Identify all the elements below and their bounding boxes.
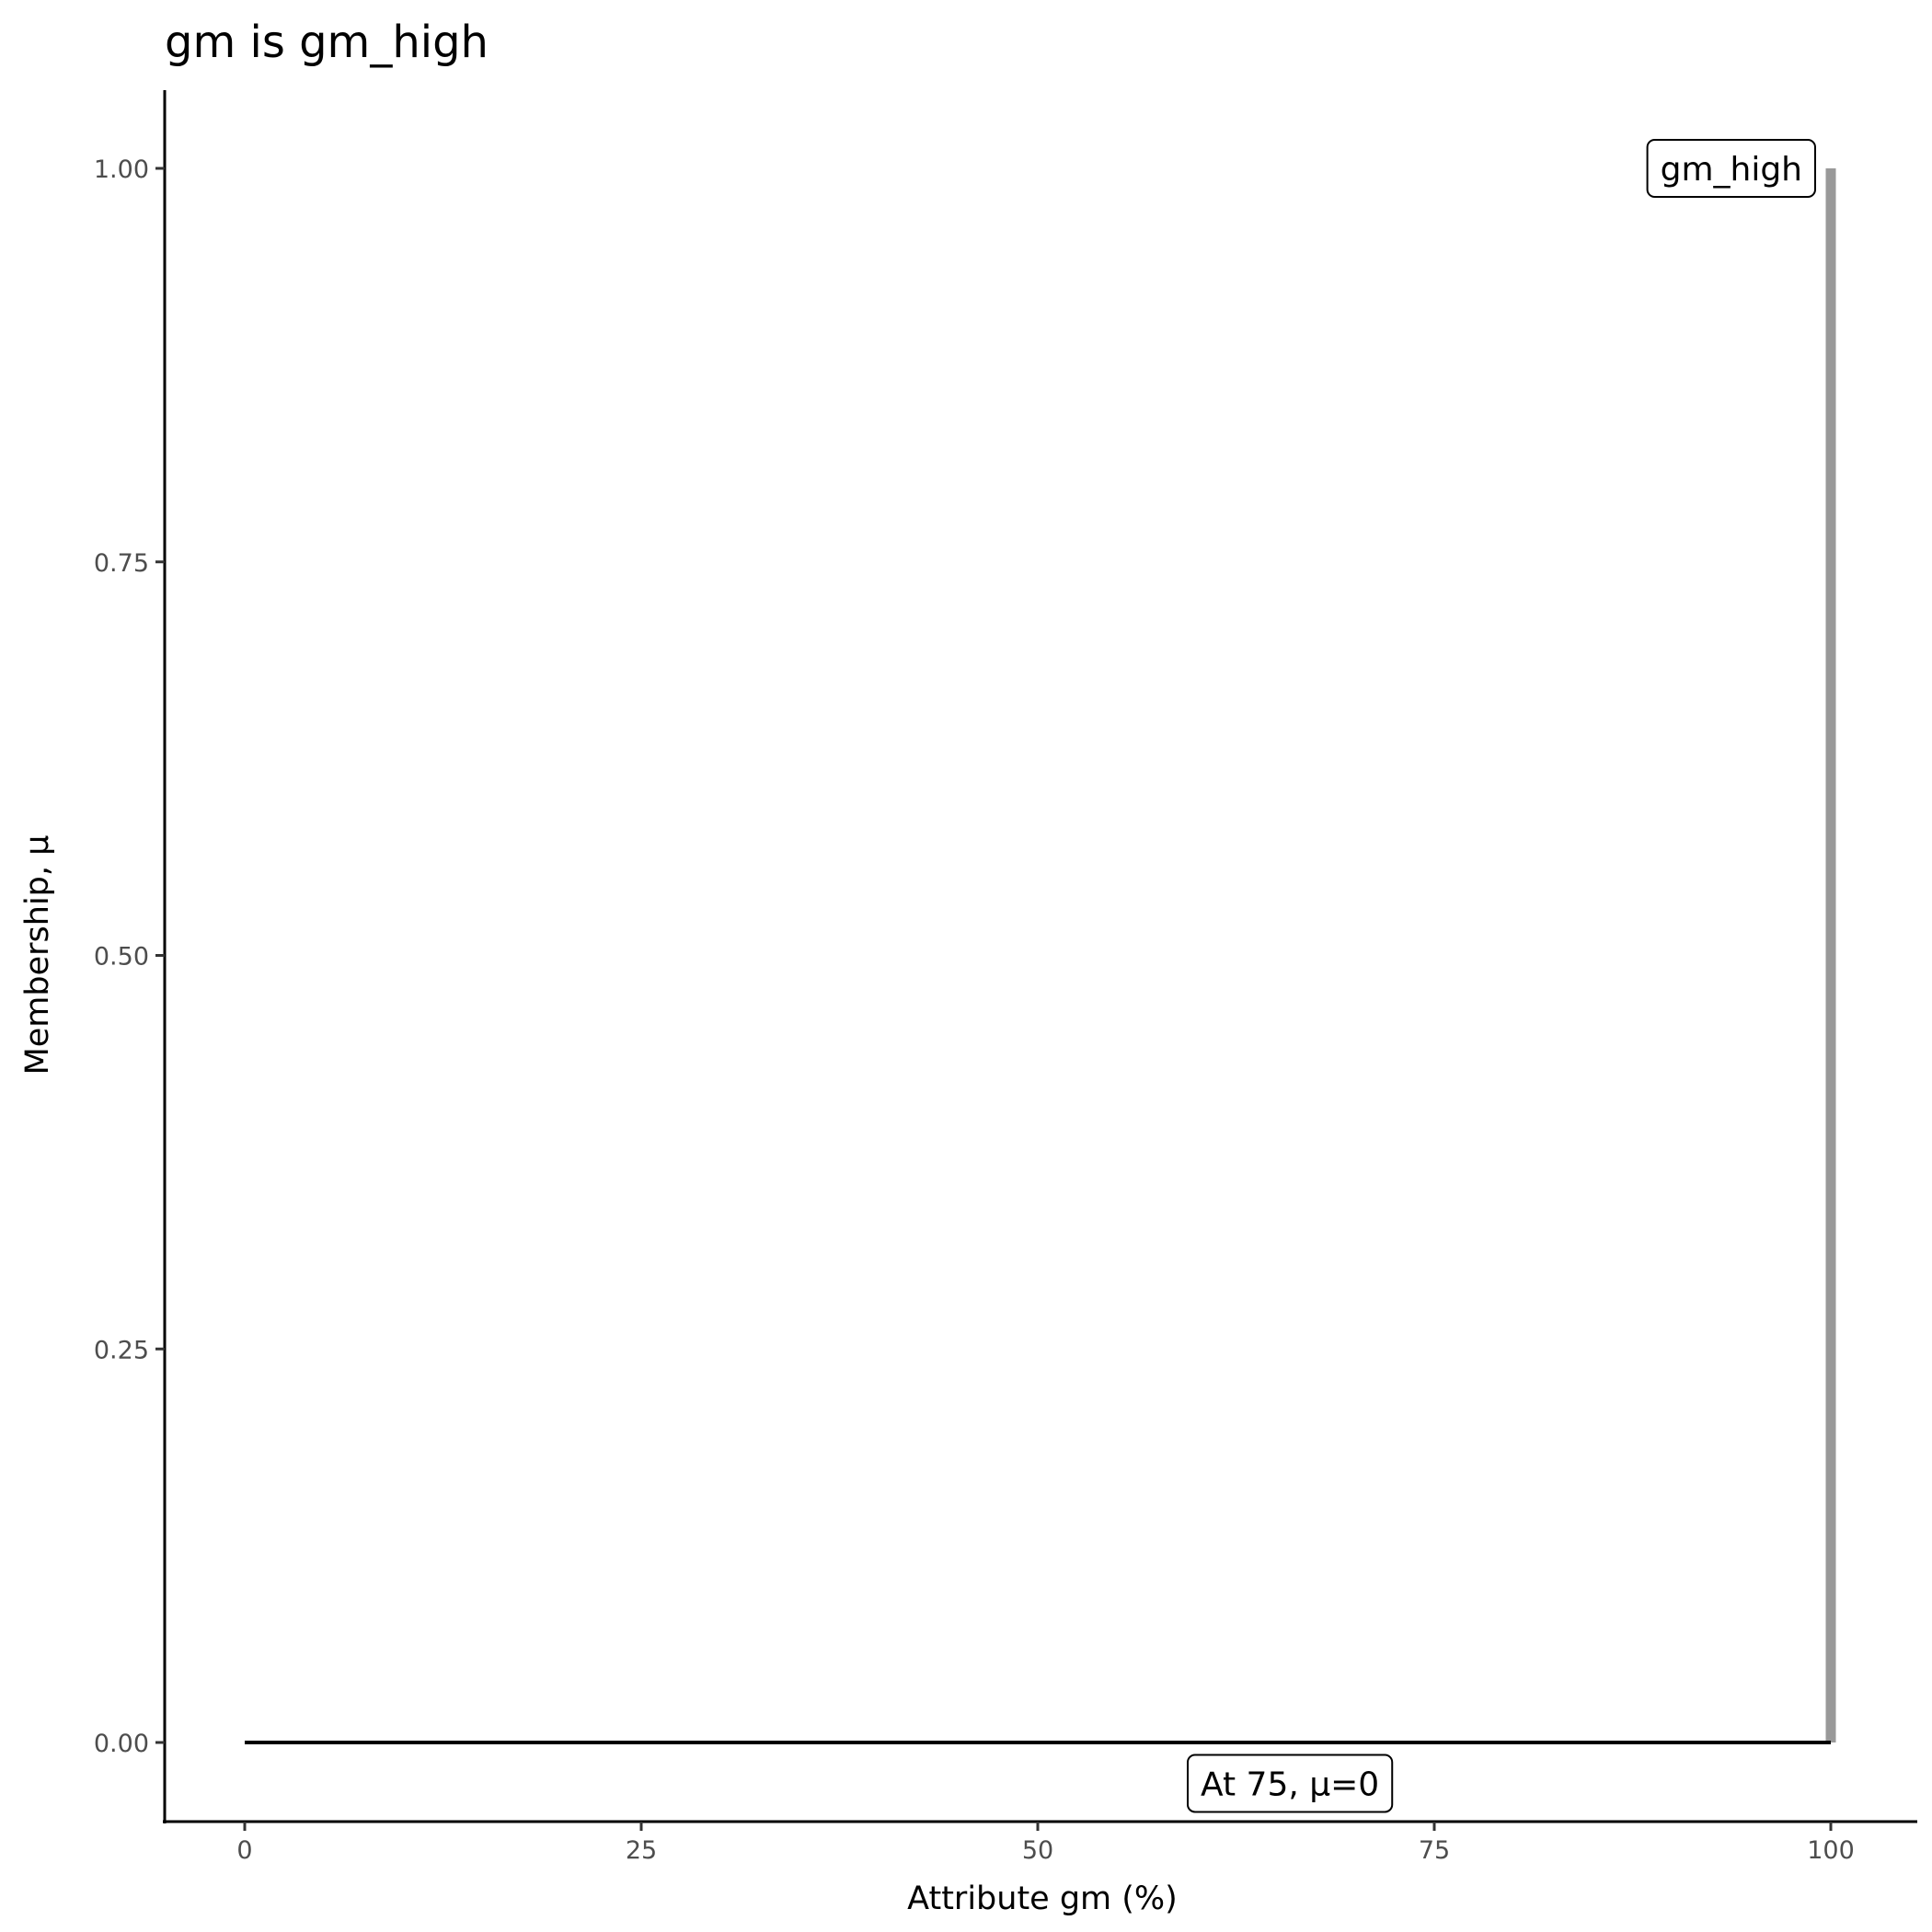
annotation-text: At 75, μ=0 [1201,1765,1379,1803]
y-tick-label: 0.75 [94,549,149,578]
x-tick-label: 25 [626,1836,657,1865]
annotation-box [1186,1754,1394,1813]
annotation-box [1646,139,1816,198]
annotation-text: gm_high [1661,151,1802,189]
x-tick-label: 50 [1022,1836,1053,1865]
y-tick-label: 0.00 [94,1730,149,1758]
x-tick-label: 75 [1419,1836,1450,1865]
x-tick-label: 100 [1807,1836,1855,1865]
chart-title: gm is gm_high [165,17,489,68]
x-axis-title: Attribute gm (%) [907,1880,1178,1917]
annotation-label: gm_high [1646,139,1816,198]
plot-area: gm_high At 75, μ=0 [245,139,1836,1813]
x-tick-label: 0 [236,1836,252,1865]
y-tick-label: 0.50 [94,943,149,972]
annotation-label: At 75, μ=0 [1186,1754,1394,1813]
x-axis-ticks: 0 25 50 75 100 [236,1822,1855,1865]
y-axis-ticks: 0.00 0.25 0.50 0.75 1.00 [94,155,165,1758]
y-axis-title: Membership, μ [19,835,56,1075]
y-tick-label: 0.25 [94,1336,149,1364]
y-tick-label: 1.00 [94,155,149,184]
